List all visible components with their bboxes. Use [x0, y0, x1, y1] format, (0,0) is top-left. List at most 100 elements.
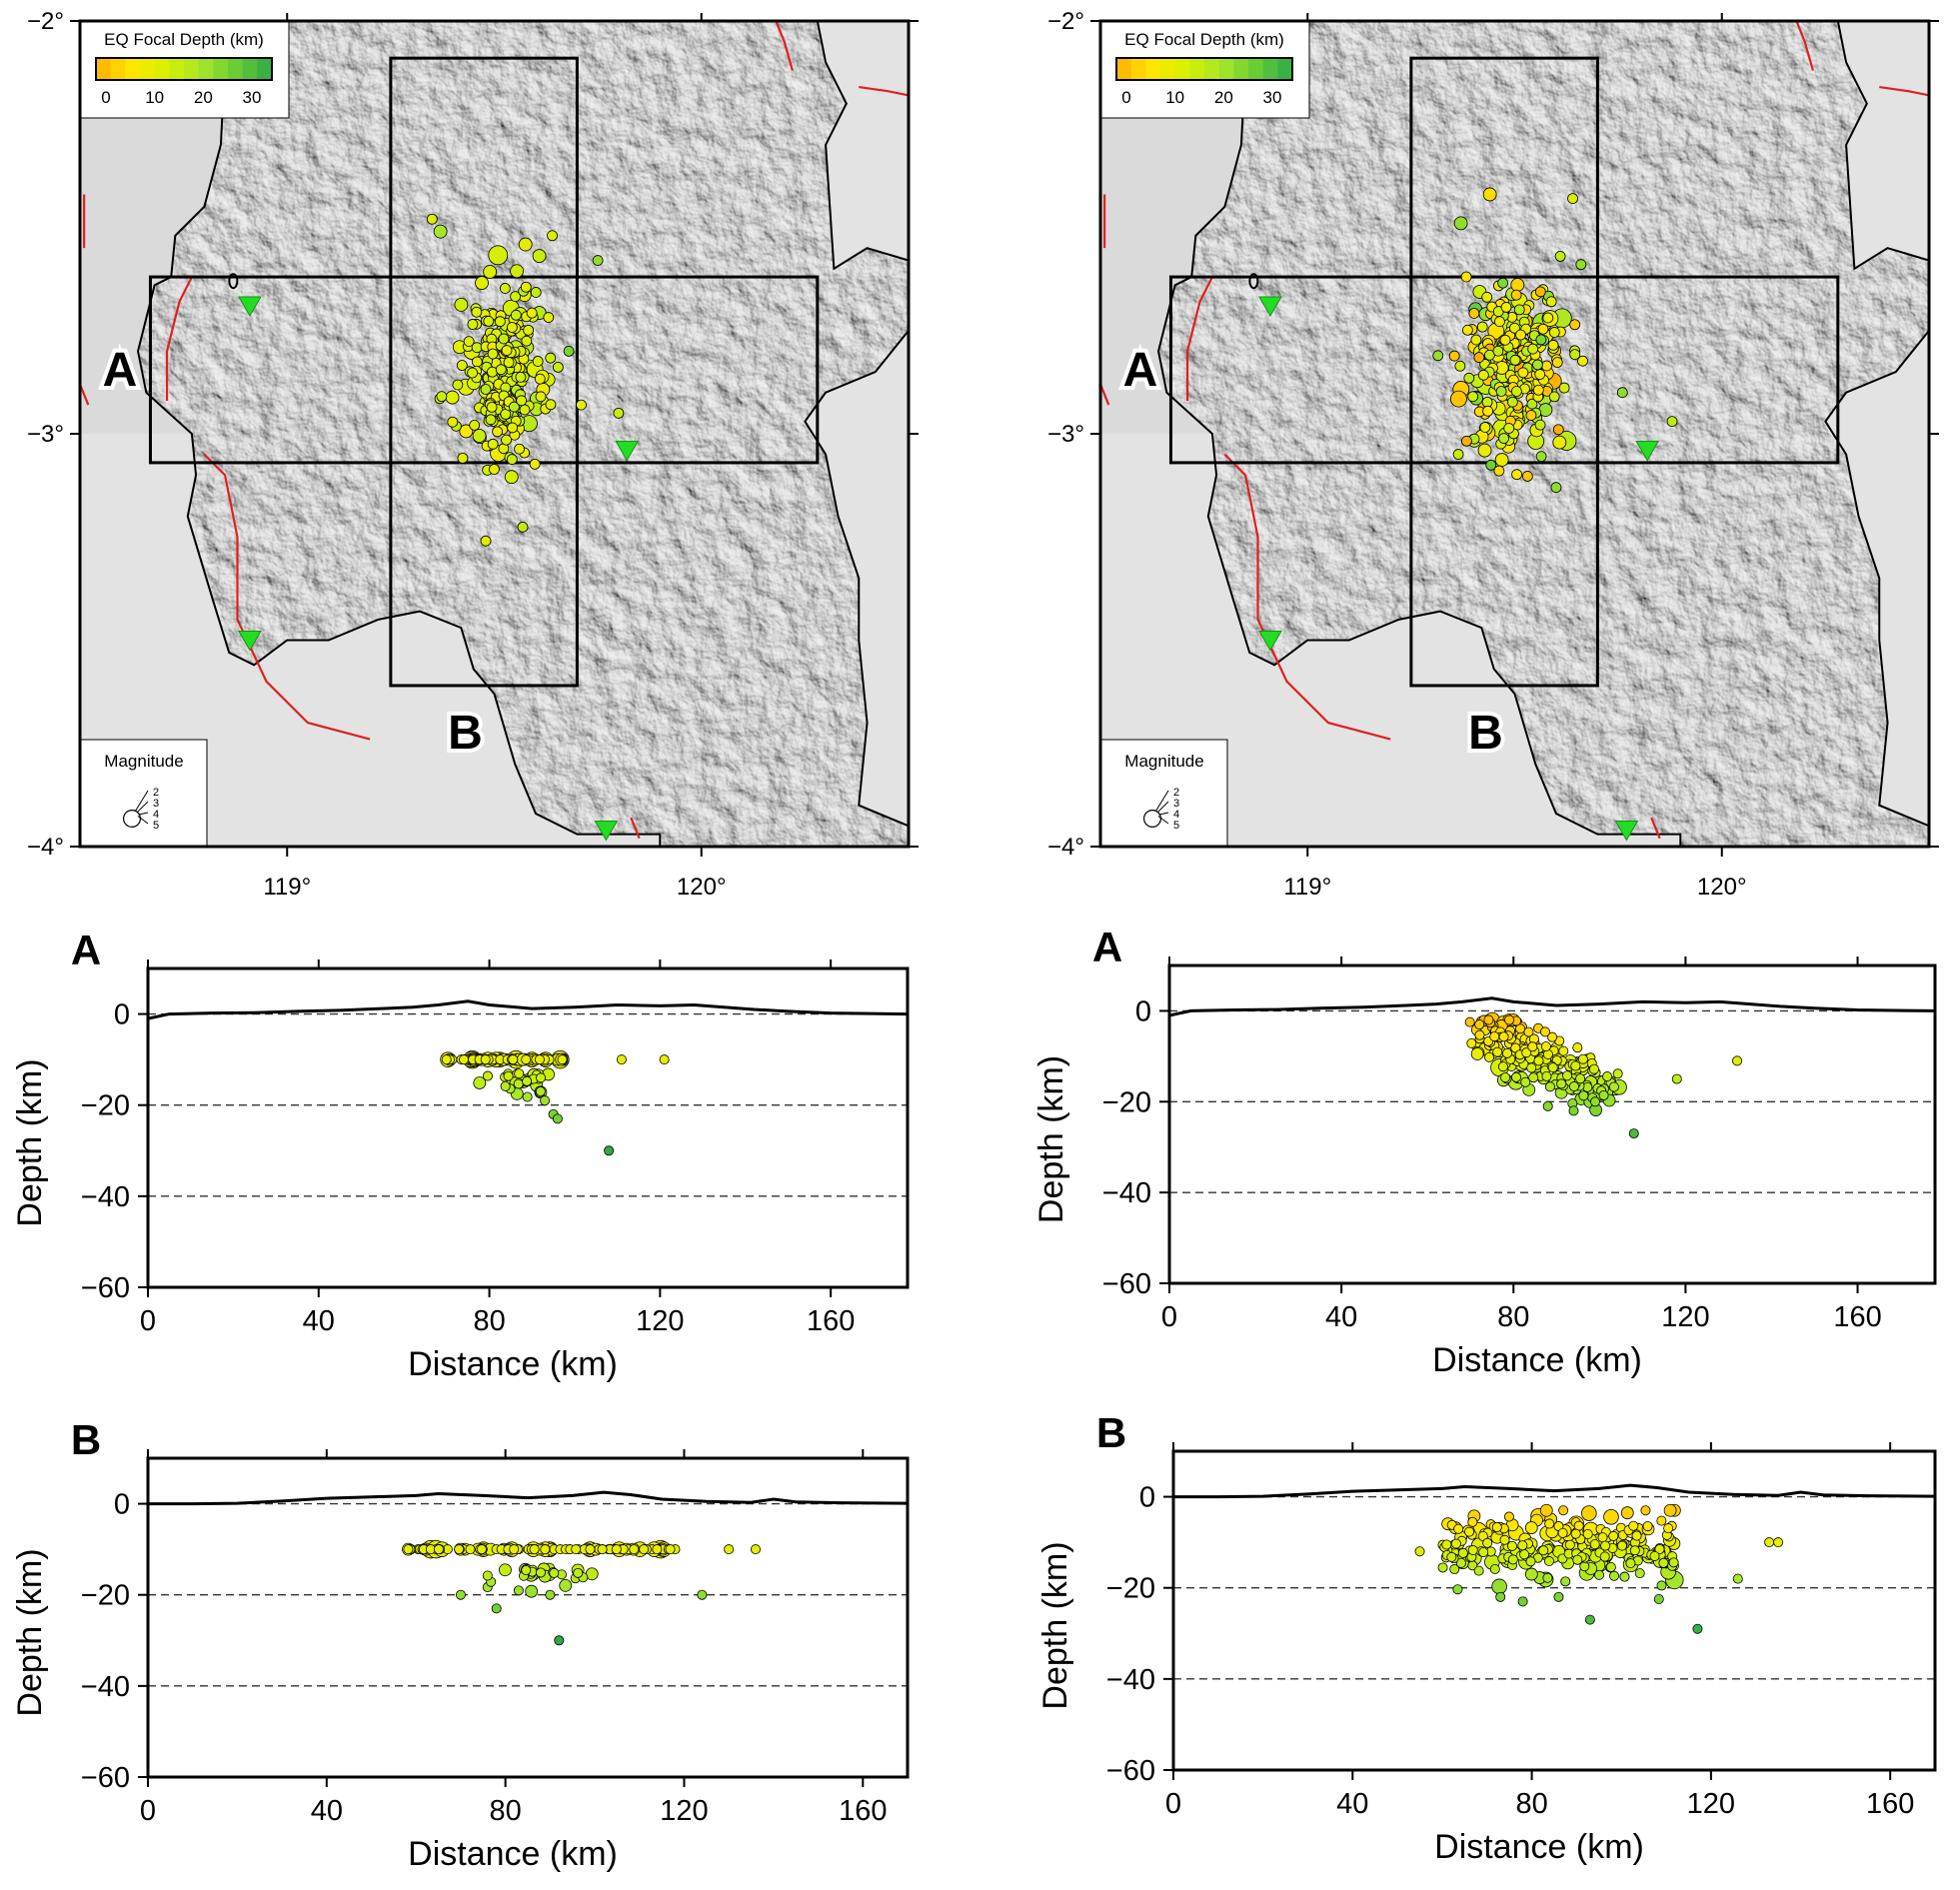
- hypocenter-point: [1507, 1554, 1518, 1565]
- hypocenter-point: [1568, 1081, 1579, 1092]
- hypocenter-point: [1584, 1614, 1595, 1625]
- y-tick-label: −20: [1106, 1573, 1155, 1605]
- hypocenter-point: [1663, 1523, 1674, 1534]
- epicenter-point: [1482, 405, 1494, 417]
- epicenter-point: [532, 249, 547, 263]
- hypocenter-point: [1492, 1046, 1503, 1057]
- fault-line: [203, 453, 371, 741]
- hypocenter-point: [549, 1567, 560, 1578]
- hypocenter-point: [585, 1544, 596, 1555]
- epicenter-point: [613, 407, 625, 419]
- epicenter-point: [469, 419, 481, 431]
- profile-label: B: [1468, 707, 1503, 760]
- hypocenter-point: [1511, 1071, 1522, 1082]
- epicenter-point: [1460, 435, 1472, 447]
- epicenter-point: [1511, 386, 1522, 397]
- hypocenter-point: [1491, 1578, 1507, 1595]
- hypocenter-point: [1649, 1550, 1660, 1561]
- legend-title: EQ Focal Depth (km): [1124, 30, 1284, 49]
- legend-tick-label: 0: [101, 88, 110, 107]
- hypocenter-point: [1629, 1545, 1640, 1556]
- epicenter-point: [1541, 360, 1552, 372]
- magnitude-label: 5: [153, 820, 159, 832]
- hypocenter-point: [499, 1563, 512, 1577]
- legend-tick-label: 20: [194, 88, 213, 107]
- epicenter-point: [1494, 316, 1505, 328]
- hypocenter-point: [1455, 1557, 1466, 1568]
- hypocenter-point: [1502, 1047, 1513, 1058]
- epicenter-point: [433, 224, 448, 239]
- x-tick-label: 160: [839, 1795, 887, 1827]
- hypocenter-point: [522, 1075, 533, 1086]
- epicenter-point: [486, 401, 498, 413]
- hypocenter-point: [724, 1544, 735, 1555]
- hypocenter-point: [1473, 1565, 1484, 1576]
- x-tick-label: 80: [1515, 1788, 1547, 1820]
- hypocenter-point: [1564, 1539, 1575, 1550]
- magnitude-title: Magnitude: [1124, 752, 1203, 771]
- y-tick-label: −60: [81, 1272, 130, 1304]
- epicenter-point: [1666, 416, 1678, 428]
- epicenter-point: [1569, 349, 1581, 361]
- hypocenter-point: [1524, 1567, 1538, 1581]
- y-axis-label: Depth (km): [1032, 1055, 1070, 1223]
- seismic-station-marker: [1258, 631, 1282, 652]
- epicenter-point: [1510, 278, 1525, 292]
- hypocenter-point: [459, 1054, 470, 1065]
- y-axis-label: Depth (km): [1036, 1541, 1074, 1709]
- y-tick-label: −20: [81, 1090, 130, 1122]
- epicenter-point: [526, 307, 538, 319]
- legend-tick-label: 30: [243, 88, 262, 107]
- hypocenter-point: [1450, 1538, 1461, 1549]
- profile-box-b: [1409, 56, 1599, 688]
- fault-line: [165, 276, 193, 401]
- hypocenter-point: [1640, 1505, 1651, 1516]
- hypocenter-point: [1556, 1078, 1567, 1089]
- epicenter-point: [480, 384, 492, 395]
- epicenter-point: [457, 452, 469, 464]
- epicenter-point: [1534, 286, 1546, 298]
- y-tick-label: −40: [1102, 1177, 1151, 1209]
- hypocenter-point: [1489, 1564, 1500, 1575]
- legend-color-cell: [1233, 58, 1249, 80]
- epicenter-point: [1494, 453, 1509, 467]
- coastline: [1157, 21, 1929, 847]
- epicenter-point: [1550, 482, 1562, 494]
- hypocenter-point: [1568, 1105, 1579, 1116]
- hypocenter-point: [1628, 1128, 1639, 1139]
- hypocenter-point: [1521, 1047, 1532, 1058]
- hypocenter-point: [1499, 1534, 1510, 1545]
- hypocenter-point: [1631, 1530, 1642, 1541]
- hypocenter-point: [454, 1544, 465, 1555]
- lon-tick-label: 119°: [1283, 874, 1331, 901]
- epicenter-point: [501, 434, 512, 446]
- hypocenter-point: [1732, 1055, 1743, 1066]
- x-tick-label: 40: [1325, 1301, 1357, 1333]
- hypocenter-point: [1572, 1042, 1583, 1053]
- hypocenter-point: [1600, 1540, 1611, 1551]
- epicenter-point: [488, 245, 509, 266]
- magnitude-leader: [1153, 790, 1169, 814]
- x-tick-label: 0: [1161, 1301, 1177, 1333]
- legend-color-cell: [1130, 58, 1146, 80]
- magnitude-leader: [137, 816, 149, 825]
- y-tick-label: −20: [81, 1580, 130, 1612]
- x-tick-label: 0: [140, 1305, 156, 1337]
- hypocenter-point: [1517, 1540, 1528, 1551]
- x-tick-label: 160: [1866, 1788, 1914, 1820]
- hypocenter-point: [1598, 1089, 1609, 1100]
- hypocenter-point: [1540, 1026, 1551, 1037]
- hypocenter-point: [1517, 1596, 1528, 1607]
- magnitude-label: 5: [1173, 820, 1179, 832]
- lat-tick-label: −2°: [27, 8, 64, 35]
- magnitude-symbol: [122, 809, 141, 828]
- hypocenter-point: [1542, 1572, 1553, 1583]
- x-tick-label: 120: [636, 1305, 684, 1337]
- hypocenter-point: [535, 1567, 546, 1578]
- x-tick-label: 80: [473, 1305, 505, 1337]
- map-left: 119° 120° −2° −3° −4° EQ Focal Depth (km) 0 10 2…: [27, 8, 919, 901]
- epicenter-point: [426, 213, 438, 225]
- epicenter-point: [545, 399, 557, 411]
- epicenter-point: [1525, 410, 1537, 421]
- epicenter-point: [445, 390, 460, 405]
